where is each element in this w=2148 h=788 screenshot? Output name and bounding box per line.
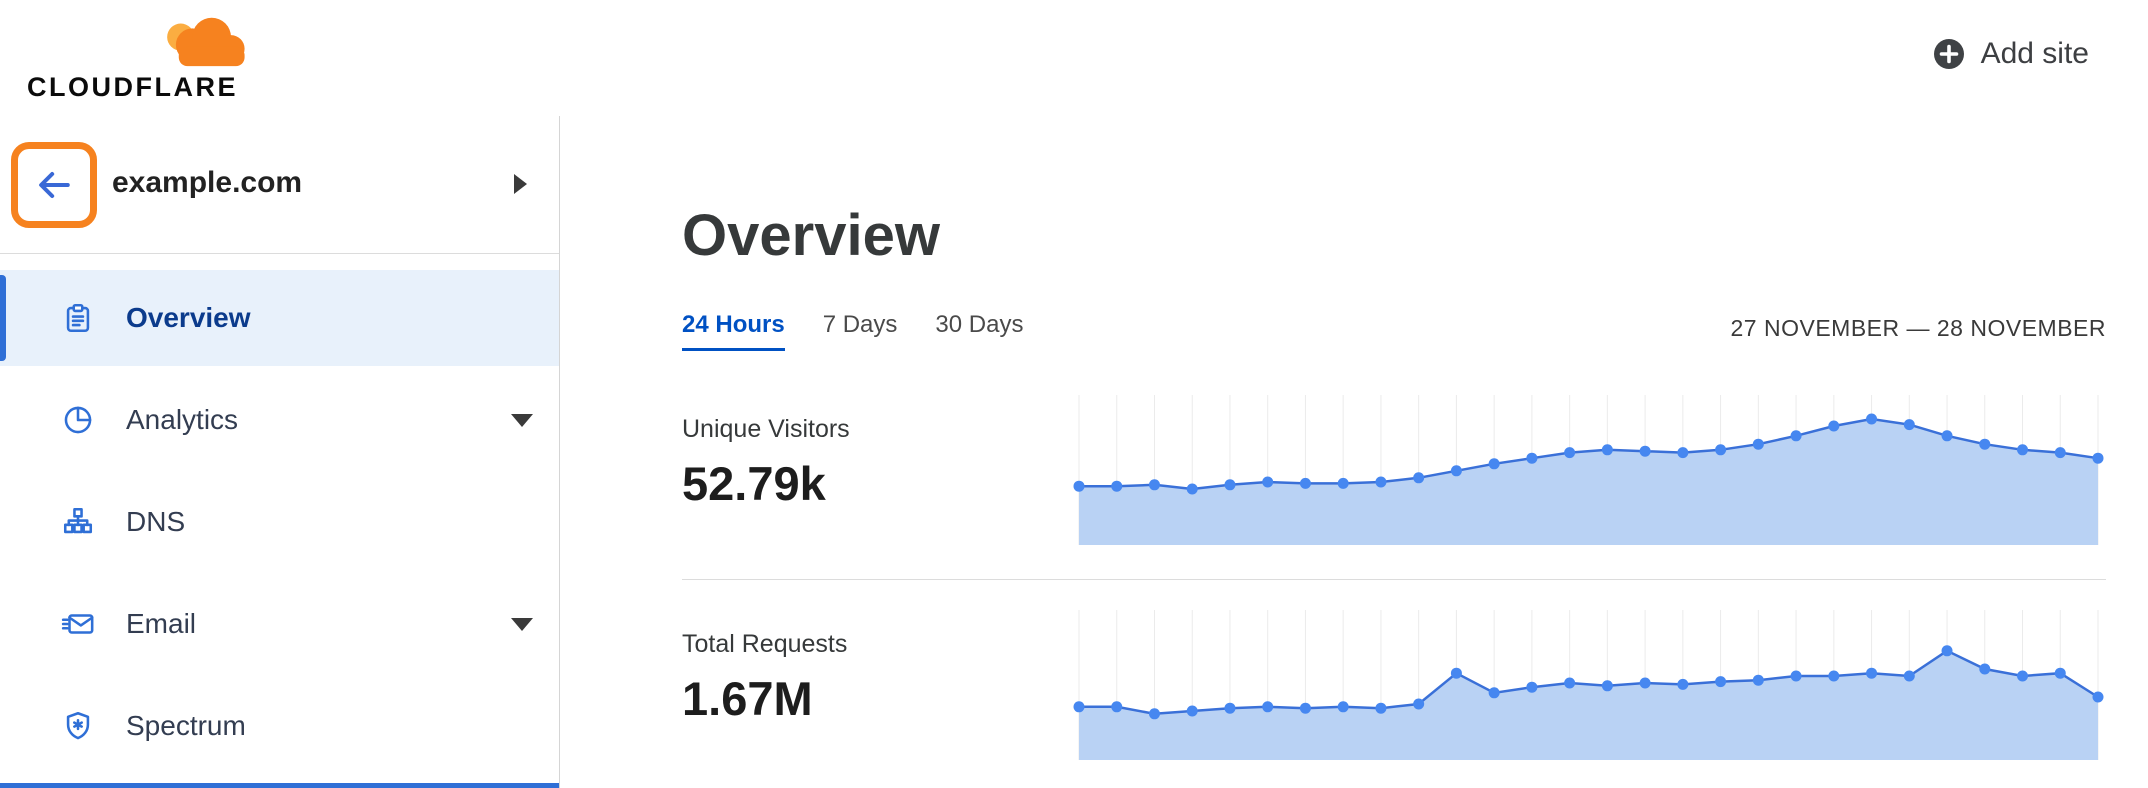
sidebar-divider: [0, 253, 559, 254]
chevron-right-icon[interactable]: [514, 174, 527, 194]
time-range-tabs-row: 24 Hours 7 Days 30 Days 27 NOVEMBER — 28…: [682, 311, 2106, 351]
date-range-label: 27 NOVEMBER — 28 NOVEMBER: [1730, 315, 2106, 341]
metric-label: Total Requests: [682, 630, 848, 658]
sidebar-partial-item-edge: [0, 783, 559, 788]
sidebar-item-label: Analytics: [126, 404, 239, 435]
logo-wordmark: CLOUDFLARE: [27, 72, 238, 102]
tab-7-days[interactable]: 7 Days: [822, 311, 898, 338]
unique-visitors-row: Unique Visitors 52.79k: [682, 395, 2106, 545]
envelope-icon: [58, 607, 98, 641]
site-selector-row: example.com: [0, 116, 559, 253]
add-site-button[interactable]: Add site: [1931, 36, 2089, 72]
sidebar-item-spectrum[interactable]: Spectrum: [0, 678, 559, 774]
metric-label: Unique Visitors: [682, 415, 850, 443]
chevron-down-icon[interactable]: [511, 413, 533, 427]
cloudflare-cloud-icon: [167, 17, 245, 67]
highlight-annotation: [11, 142, 97, 228]
metric-value: 52.79k: [682, 457, 826, 510]
sidebar: example.com Overview: [0, 116, 560, 788]
metric-value: 1.67M: [682, 672, 813, 725]
arrow-left-icon: [39, 171, 70, 199]
tab-30-days[interactable]: 30 Days: [935, 311, 1024, 338]
metrics-divider: [682, 579, 2106, 580]
back-button[interactable]: [32, 163, 76, 207]
sidebar-item-dns[interactable]: DNS: [0, 474, 559, 570]
time-range-tabs: 24 Hours 7 Days 30 Days: [682, 311, 1023, 351]
sidebar-item-label: Email: [126, 608, 197, 639]
cloudflare-logo[interactable]: CLOUDFLARE: [27, 10, 262, 103]
clipboard-icon: [58, 301, 98, 335]
sidebar-item-analytics[interactable]: Analytics: [0, 372, 559, 468]
unique-visitors-chart[interactable]: [1071, 395, 2106, 545]
tab-24-hours[interactable]: 24 Hours: [682, 311, 785, 351]
total-requests-chart[interactable]: [1071, 610, 2106, 760]
chevron-down-icon[interactable]: [511, 617, 533, 631]
plus-circle-icon: [1933, 39, 1964, 69]
sidebar-item-label: Spectrum: [126, 710, 246, 741]
add-site-label: Add site: [1980, 37, 2089, 70]
sidebar-item-email[interactable]: Email: [0, 576, 559, 672]
sidebar-item-label: Overview: [126, 302, 251, 333]
site-name[interactable]: example.com: [112, 166, 303, 199]
unique-visitors-info: Unique Visitors 52.79k: [682, 395, 1071, 545]
sidebar-nav: Overview Analytics: [0, 254, 559, 774]
sitemap-icon: [58, 505, 98, 539]
pie-chart-icon: [58, 403, 98, 437]
page-title: Overview: [682, 203, 940, 268]
top-header: CLOUDFLARE Add site: [0, 0, 2148, 116]
main-content: Overview 24 Hours 7 Days 30 Days 27 NOVE…: [561, 116, 2148, 788]
total-requests-info: Total Requests 1.67M: [682, 610, 1071, 760]
sidebar-item-overview[interactable]: Overview: [0, 270, 559, 366]
total-requests-row: Total Requests 1.67M: [682, 610, 2106, 760]
sidebar-item-label: DNS: [126, 506, 186, 537]
shield-icon: [58, 709, 98, 743]
